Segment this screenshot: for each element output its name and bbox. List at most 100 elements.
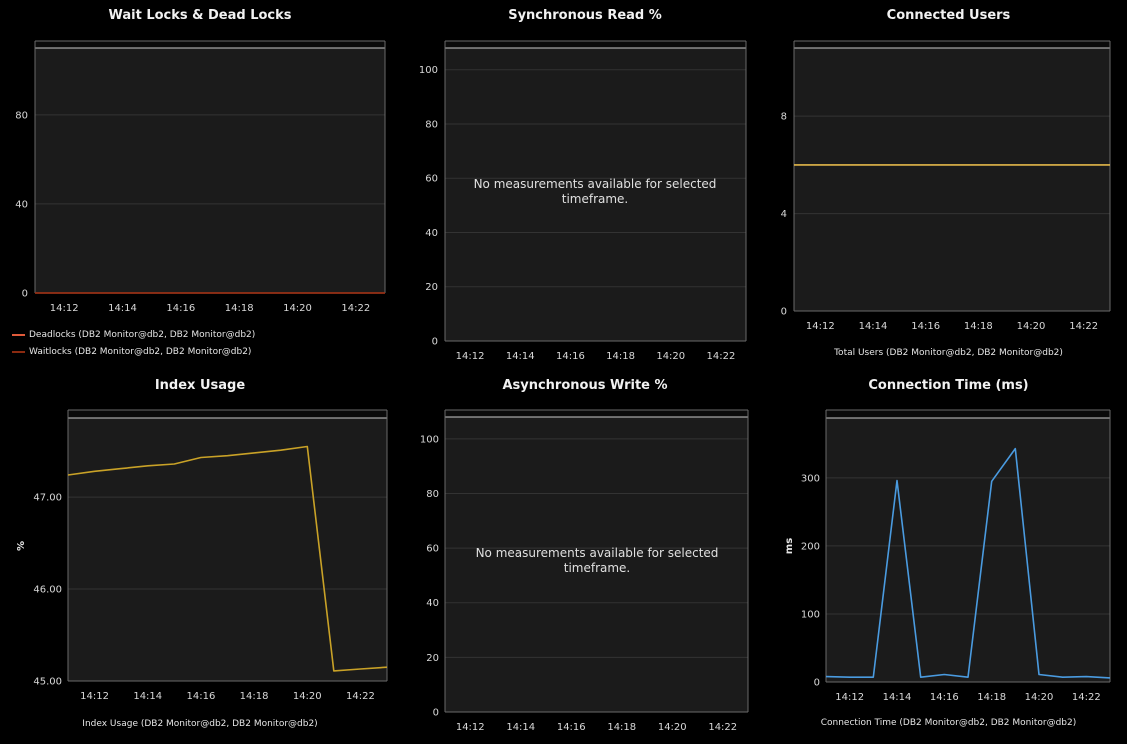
x-tick-label: 14:22: [1072, 692, 1101, 703]
x-tick-label: 14:16: [557, 722, 586, 733]
legend-item-connection-time[interactable]: Connection Time (DB2 Monitor@db2, DB2 Mo…: [820, 718, 1077, 728]
chart-sync-read: 0 20 40 60 80 100 14:12 14:14 14:16 14:18 14:20 14:…: [419, 40, 747, 362]
x-tick-label: 14:16: [166, 303, 195, 314]
chart-title: Connection Time (ms): [868, 378, 1029, 393]
y-tick-label: 40: [15, 199, 28, 210]
plot-area: [68, 410, 387, 681]
x-tick-label: 14:20: [283, 303, 312, 314]
series-line-0: [67, 445, 388, 672]
x-tick-label: 14:20: [656, 351, 685, 362]
y-tick-label: 45.00: [33, 677, 62, 688]
chart-connection-time: 0 100 200 300 14:12 14:14 14:16 14:18 14:20 14:22…: [784, 409, 1111, 703]
y-tick-label: 40: [425, 228, 438, 239]
legend-item-total-users[interactable]: Total Users (DB2 Monitor@db2, DB2 Monito…: [834, 348, 1063, 358]
no-data-message: No measurements available for selected t…: [475, 546, 719, 575]
y-tick-label: 60: [426, 544, 439, 555]
x-tick-label: 14:22: [1069, 321, 1098, 332]
x-tick-label: 14:16: [556, 351, 585, 362]
x-tick-label: 14:20: [1017, 321, 1046, 332]
x-tick-label: 14:20: [658, 722, 687, 733]
legend: Index Usage (DB2 Monitor@db2, DB2 Monito…: [0, 719, 400, 729]
legend-item-deadlocks[interactable]: Deadlocks (DB2 Monitor@db2, DB2 Monitor@…: [12, 330, 255, 340]
y-tick-label: 0: [781, 307, 787, 318]
plot-area: [445, 41, 746, 341]
y-tick-label: 20: [426, 653, 439, 664]
y-tick-label: 40: [426, 598, 439, 609]
plot-top-band: [445, 410, 748, 417]
plot-area: [35, 41, 385, 293]
x-tick-label: 14:14: [883, 692, 912, 703]
x-tick-label: 14:12: [456, 351, 485, 362]
x-tick-label: 14:18: [607, 722, 636, 733]
y-tick-label: 0: [432, 337, 438, 348]
panel-wait-locks: Wait Locks & Dead Locks 0 40 80 14:12 14:14 1…: [0, 0, 400, 370]
legend-swatch: [12, 333, 25, 336]
x-tick-label: 14:20: [293, 691, 322, 702]
y-tick-label: 80: [15, 110, 28, 121]
y-tick-label: 80: [426, 489, 439, 500]
y-axis-label: %: [16, 541, 27, 551]
y-tick-label: 100: [801, 609, 820, 620]
legend-item-waitlocks[interactable]: Waitlocks (DB2 Monitor@db2, DB2 Monitor@…: [12, 347, 251, 357]
x-tick-label: 14:12: [456, 722, 485, 733]
y-tick-label: 300: [801, 473, 820, 484]
plot-area: [794, 41, 1110, 311]
x-tick-label: 14:20: [1025, 692, 1054, 703]
x-tick-label: 14:16: [911, 321, 940, 332]
panel-connection-time: Connection Time (ms) 0 100 200 300 14:12 14:1…: [770, 370, 1127, 744]
chart-title: Index Usage: [154, 378, 246, 393]
x-tick-label: 14:18: [977, 692, 1006, 703]
y-tick-label: 47.00: [33, 493, 62, 504]
legend-swatch: [12, 350, 25, 353]
y-tick-label: 46.00: [33, 585, 62, 596]
x-tick-label: 14:22: [341, 303, 370, 314]
x-tick-label: 14:14: [108, 303, 137, 314]
chart-title: Asynchronous Write %: [502, 378, 668, 393]
series-line-0: [825, 447, 1111, 679]
chart-title: Wait Locks & Dead Locks: [108, 8, 292, 23]
x-tick-label: 14:22: [708, 722, 737, 733]
panel-sync-read: Synchronous Read % 0 20 40 60 80 100 14:12 14:1…: [400, 0, 770, 370]
plot-top-band: [826, 410, 1110, 418]
panel-index-usage: Index Usage 45.00 46.00 47.00 14:12 14:14 14:…: [0, 370, 400, 744]
x-tick-label: 14:12: [50, 303, 79, 314]
x-tick-label: 14:22: [346, 691, 375, 702]
legend: Connection Time (DB2 Monitor@db2, DB2 Mo…: [770, 718, 1127, 728]
panel-async-write: Asynchronous Write % 0 20 40 60 80 100 14:12 14…: [400, 370, 770, 744]
chart-async-write: 0 20 40 60 80 100 14:12 14:14 14:16 14:18 14:20 14:…: [420, 409, 749, 733]
x-tick-label: 14:16: [930, 692, 959, 703]
y-tick-label: 0: [22, 289, 28, 300]
legend-item-index-usage[interactable]: Index Usage (DB2 Monitor@db2, DB2 Monito…: [82, 719, 318, 729]
y-tick-label: 20: [425, 282, 438, 293]
y-tick-label: 60: [425, 174, 438, 185]
x-tick-label: 14:22: [707, 351, 736, 362]
x-tick-label: 14:18: [964, 321, 993, 332]
y-tick-label: 100: [419, 65, 438, 76]
y-tick-label: 8: [781, 112, 787, 123]
chart-title: Connected Users: [886, 8, 1011, 23]
legend-label: Deadlocks (DB2 Monitor@db2, DB2 Monitor@…: [29, 330, 256, 340]
plot-top-band: [68, 410, 387, 418]
y-tick-label: 0: [433, 708, 439, 719]
legend-label: Waitlocks (DB2 Monitor@db2, DB2 Monitor@…: [29, 347, 252, 357]
y-tick-label: 100: [420, 434, 439, 445]
x-tick-label: 14:18: [240, 691, 269, 702]
plot-top-band: [35, 41, 385, 48]
x-tick-label: 14:16: [187, 691, 216, 702]
chart-connected-users: 0 4 8 14:12 14:14 14:16 14:18 14:20 14:22: [781, 40, 1111, 332]
plot-area: [445, 410, 748, 712]
x-tick-label: 14:12: [80, 691, 109, 702]
x-tick-label: 14:12: [835, 692, 864, 703]
x-tick-label: 14:14: [506, 722, 535, 733]
x-tick-label: 14:14: [859, 321, 888, 332]
x-tick-label: 14:18: [606, 351, 635, 362]
y-tick-label: 200: [801, 541, 820, 552]
chart-title: Synchronous Read %: [508, 8, 662, 23]
no-data-message: No measurements available for selected t…: [473, 177, 717, 206]
chart-index-usage: 45.00 46.00 47.00 14:12 14:14 14:16 14:18 14:20…: [16, 409, 388, 702]
y-tick-label: 80: [425, 119, 438, 130]
plot-top-band: [445, 41, 746, 48]
legend: Total Users (DB2 Monitor@db2, DB2 Monito…: [770, 348, 1127, 358]
x-tick-label: 14:18: [225, 303, 254, 314]
y-axis-label: ms: [784, 538, 795, 554]
